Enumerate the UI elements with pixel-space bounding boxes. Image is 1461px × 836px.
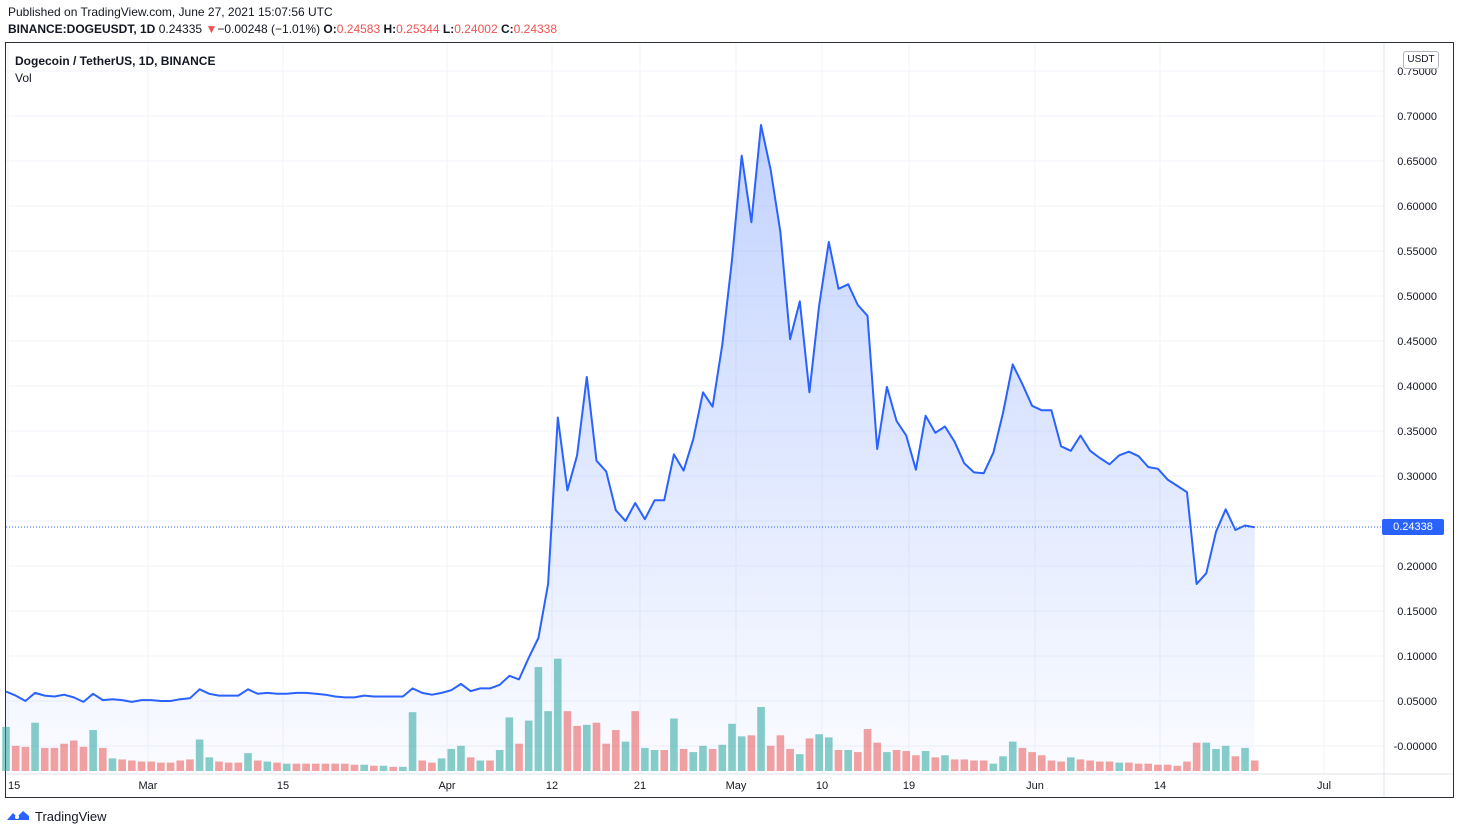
price-tick-label: 0.45000 (1397, 336, 1437, 348)
time-tick-label: Jun (1026, 780, 1044, 792)
open-label: O: (323, 22, 337, 36)
time-tick-label: 15 (277, 780, 289, 792)
time-tick-label: Mar (139, 780, 158, 792)
published-line: Published on TradingView.com, June 27, 2… (8, 5, 333, 19)
price-tick-label: 0.15000 (1397, 606, 1437, 618)
high-label: H: (383, 22, 397, 36)
price-tick-label: 0.05000 (1397, 696, 1437, 708)
price-tick-label: 0.50000 (1397, 291, 1437, 303)
time-tick-label: Apr (438, 780, 455, 792)
time-tick-label: 10 (816, 780, 828, 792)
tradingview-logo-icon (7, 811, 29, 820)
price-tick-label: 0.75000 (1397, 66, 1437, 78)
open-value: 0.24583 (336, 22, 381, 36)
time-tick-label: 12 (546, 780, 558, 792)
last-price: 0.24335 (158, 22, 203, 36)
chart-legend-title[interactable]: Dogecoin / TetherUS, 1D, BINANCE (15, 54, 216, 68)
price-tick-label: 0.20000 (1397, 561, 1437, 573)
price-tick-label: 0.30000 (1397, 471, 1437, 483)
price-tick-label: -0.00000 (1394, 741, 1437, 753)
symbol: BINANCE:DOGEUSDT, 1D (8, 22, 156, 36)
low-value: 0.24002 (454, 22, 498, 36)
time-axis[interactable]: 15 Mar 15 Apr 12 21 May 10 19 Jun 14 Jul (8, 780, 1331, 792)
time-tick-label: Jul (1317, 780, 1331, 792)
price-axis[interactable]: 0.75000 0.70000 0.65000 0.60000 0.55000 0.500… (1394, 66, 1437, 753)
low-label: L: (442, 22, 455, 36)
change-value: −0.00248 (−1.01%) (217, 22, 321, 36)
close-label: C: (500, 22, 514, 36)
tradingview-logo[interactable]: TradingView (5, 808, 107, 824)
high-value: 0.25344 (396, 22, 440, 36)
time-tick-label: May (726, 780, 747, 792)
price-area (6, 125, 1255, 774)
price-tick-label: 0.55000 (1397, 246, 1437, 258)
time-tick-label: 19 (903, 780, 915, 792)
time-tick-label: 14 (1154, 780, 1166, 792)
brand-name: TradingView (35, 808, 107, 824)
price-tick-label: 0.70000 (1397, 111, 1437, 123)
price-tick-label: 0.40000 (1397, 381, 1437, 393)
price-tick-label: 0.10000 (1397, 651, 1437, 663)
chart-frame (5, 42, 1454, 798)
ohlc-line: BINANCE:DOGEUSDT, 1D 0.24335 ▼−0.00248 (… (8, 22, 557, 36)
close-value: 0.24338 (513, 22, 558, 36)
price-tick-label: 0.65000 (1397, 156, 1437, 168)
currency-button[interactable]: USDT (1403, 51, 1439, 69)
volume-bar (1250, 760, 1259, 771)
price-tick-label: 0.35000 (1397, 426, 1437, 438)
last-price-tag: 0.24338 (1382, 519, 1444, 535)
price-tick-label: 0.60000 (1397, 201, 1437, 213)
time-tick-label: 21 (634, 780, 646, 792)
volume-legend[interactable]: Vol (15, 71, 32, 85)
down-arrow-icon: ▼ (205, 22, 218, 36)
time-tick-label: 15 (8, 780, 20, 792)
price-line (5, 124, 1255, 703)
